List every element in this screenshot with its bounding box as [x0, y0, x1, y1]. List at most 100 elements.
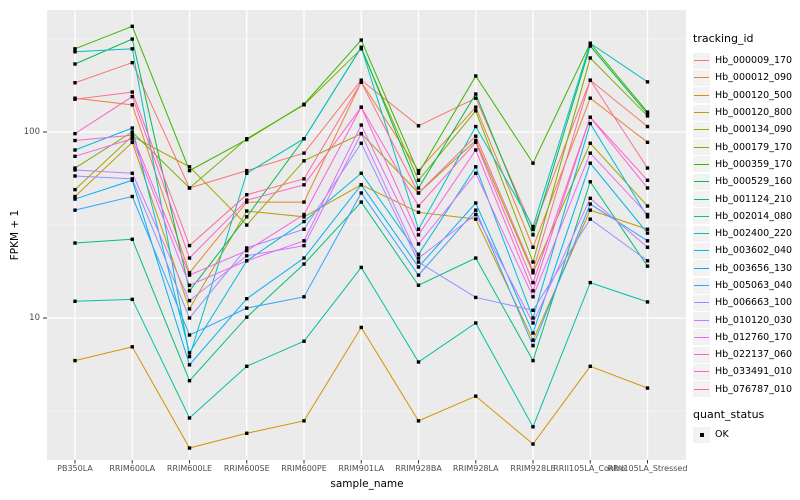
data-point	[245, 246, 249, 250]
data-point	[645, 166, 650, 170]
data-point	[645, 80, 650, 84]
legend-label: Hb_000529_160	[715, 176, 793, 188]
data-point	[187, 256, 192, 260]
data-point	[531, 260, 535, 264]
data-point	[187, 363, 192, 367]
data-point	[645, 212, 650, 217]
legend-entry: Hb_000359_170	[693, 156, 799, 173]
data-point	[474, 92, 478, 96]
legend-entry: Hb_076787_010	[693, 381, 799, 398]
data-point	[531, 425, 535, 429]
data-point	[474, 212, 478, 217]
data-point	[73, 47, 77, 51]
legend-entry: Hb_006663_100	[693, 294, 799, 311]
data-point	[588, 121, 592, 126]
data-point	[645, 264, 650, 268]
data-point	[416, 283, 421, 287]
legend-entry: Hb_012760_170	[693, 329, 799, 346]
data-point	[588, 56, 592, 60]
legend-title-tracking-id: tracking_id	[693, 32, 754, 45]
data-point	[531, 442, 535, 446]
data-point	[474, 217, 478, 221]
legend: tracking_id Hb_000009_170 Hb_000012_090 Hb…	[693, 32, 799, 443]
data-point	[645, 140, 650, 145]
legend-key	[693, 329, 710, 346]
data-point	[416, 168, 421, 173]
legend-key-line-icon	[694, 198, 709, 200]
data-point	[531, 280, 535, 285]
data-point	[73, 299, 77, 303]
data-point	[187, 333, 192, 337]
data-point	[645, 259, 650, 263]
data-point	[416, 419, 421, 423]
data-point	[645, 300, 650, 304]
x-tick-label: RRIM600LA	[109, 464, 156, 473]
data-point	[531, 343, 535, 348]
legend-key-line-icon	[694, 146, 709, 148]
data-point	[302, 239, 306, 243]
data-point	[130, 237, 134, 241]
data-point	[531, 227, 535, 231]
data-point	[73, 131, 77, 136]
data-point	[531, 233, 535, 237]
data-point	[302, 243, 306, 248]
data-point	[416, 171, 421, 175]
data-point	[73, 241, 77, 245]
data-point	[416, 191, 421, 195]
data-point	[130, 37, 134, 41]
legend-key	[693, 363, 710, 380]
legend-key	[693, 191, 710, 208]
data-point	[73, 208, 77, 212]
data-point	[302, 295, 306, 299]
legend-key	[693, 294, 710, 311]
data-point	[302, 339, 306, 343]
legend-key-line-icon	[694, 233, 709, 235]
data-point	[73, 166, 77, 170]
data-point	[73, 148, 77, 152]
data-point	[416, 204, 421, 208]
data-point	[302, 102, 306, 106]
legend-entries: Hb_000009_170 Hb_000012_090 Hb_000120_500 H…	[693, 52, 799, 398]
data-point	[302, 177, 306, 181]
data-point	[302, 227, 306, 231]
data-point	[531, 224, 535, 229]
legend-label: Hb_000179_170	[715, 141, 793, 153]
data-point	[130, 47, 134, 51]
legend-entry: Hb_000009_170	[693, 52, 799, 69]
legend-label: Hb_002400_220	[715, 228, 793, 240]
data-point	[588, 41, 592, 45]
data-point	[187, 351, 192, 355]
legend-label: Hb_000359_170	[715, 158, 793, 170]
data-point	[474, 165, 478, 169]
data-point	[645, 124, 650, 129]
data-point	[73, 194, 77, 199]
point-marker-icon	[699, 432, 704, 437]
data-point	[474, 96, 478, 100]
data-point	[302, 200, 306, 204]
data-point	[302, 212, 306, 217]
data-point	[187, 379, 192, 383]
data-point	[359, 141, 363, 145]
data-point	[302, 137, 306, 141]
data-point	[588, 280, 592, 285]
data-point	[416, 178, 421, 182]
data-point	[474, 171, 478, 175]
data-point	[531, 338, 535, 342]
data-point	[474, 74, 478, 78]
legend-title-quant-status: quant_status	[693, 407, 765, 421]
data-point	[130, 345, 134, 349]
data-point	[187, 165, 192, 169]
data-point	[130, 24, 134, 29]
data-point	[474, 105, 478, 109]
data-point	[73, 358, 77, 363]
legend-key-line-icon	[694, 285, 709, 286]
data-point	[245, 259, 249, 263]
legend-label: Hb_002014_080	[715, 210, 793, 222]
data-point	[245, 137, 249, 142]
data-point	[531, 289, 535, 293]
legend-key-line-icon	[694, 319, 709, 321]
data-point	[359, 123, 363, 127]
data-point	[359, 80, 363, 85]
legend-key	[693, 225, 710, 242]
data-point	[359, 131, 363, 136]
